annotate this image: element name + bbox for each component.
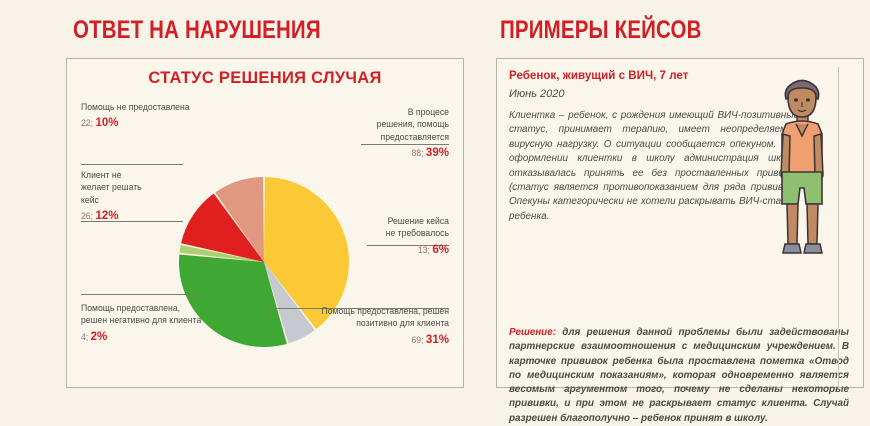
chart-label-value: 4; 2% [81,330,258,343]
chart-label-text: Помощь предоставлена, решен негативно для… [81,303,202,326]
chart-label-count: 4; [81,331,89,342]
chart-label-text: В процесе решения, помощь предоставляется [376,107,449,142]
leader-line-positive [263,308,449,309]
chart-label-client-unwilling: Клиент не желает решать кейс 26; 12% [81,169,202,223]
chart-label-count: 88; [411,148,424,159]
leader-line-help-not-provided [81,164,183,165]
child-illustration-icon [780,79,824,254]
chart-label-value: 69; 31% [272,333,449,346]
chart-label-text: Решение кейса не требовалось [385,216,449,239]
leader-line-not-required [367,245,449,246]
pie-slice [215,177,264,262]
chart-label-value: 26; 12% [81,209,202,222]
chart-label-value: 13; 6% [337,243,449,256]
page-title-left: ОТВЕТ НА НАРУШЕНИЯ [73,16,321,44]
page-title-right: ПРИМЕРЫ КЕЙСОВ [500,16,702,44]
chart-title: СТАТУС РЕШЕНИЯ СЛУЧАЯ [148,69,382,87]
panel-divider [838,67,839,389]
chart-label-percent: 39% [425,145,449,160]
leader-line-client-unwilling [81,221,183,222]
pie-slice [264,262,315,344]
chart-label-value: 22; 10% [81,116,258,129]
pie-chart [178,177,349,347]
infographic-page: ОТВЕТ НА НАРУШЕНИЯ ПРИМЕРЫ КЕЙСОВ СТАТУС… [66,16,864,424]
chart-label-count: 69; [411,334,424,345]
chart-label-percent: 6% [432,241,449,256]
chart-label-percent: 31% [425,331,449,346]
chart-label-in-process: В процесе решения, помощь предоставляется … [337,106,449,160]
case-panel: Ребенок, живущий с ВИЧ, 7 лет Июнь 2020 … [496,58,864,424]
chart-label-negative-outcome: Помощь предоставлена, решен негативно для… [81,302,258,343]
chart-label-text: Помощь предоставлена, решен позитивно для… [321,306,449,329]
pie-slice [178,254,287,347]
chart-label-percent: 12% [95,208,119,223]
leader-line-in-process [361,144,449,145]
chart-label-positive-outcome: Помощь предоставлена, решен позитивно для… [272,305,449,346]
chart-panel: СТАТУС РЕШЕНИЯ СЛУЧАЯ Помощь не предоста… [66,58,464,388]
pie-slice [181,193,264,262]
chart-label-count: 26; [81,211,94,222]
case-solution-text: для решения данной проблемы были задейст… [509,327,849,424]
chart-label-value: 88; 39% [337,146,449,159]
chart-label-count: 22; [81,118,94,129]
chart-label-text: Клиент не желает решать кейс [81,170,142,205]
case-solution-label: Решение: [509,327,556,338]
chart-label-count: 13; [417,244,430,255]
case-date: Июнь 2020 [509,88,565,100]
case-solution: Решение: для решения данной проблемы был… [509,326,849,426]
chart-label-text: Помощь не предоставлена [81,102,190,112]
chart-label-not-required: Решение кейса не требовалось 13; 6% [337,215,449,256]
chart-label-help-not-provided: Помощь не предоставлена 22; 10% [81,101,258,130]
case-description: Клиентка – ребенок, с рождения имеющий В… [509,110,799,222]
chart-label-percent: 10% [95,115,119,130]
leader-line-negative [81,294,203,295]
chart-label-percent: 2% [90,328,108,343]
pie-slice [264,177,349,330]
pie-slice [179,244,264,262]
case-title: Ребенок, живущий с ВИЧ, 7 лет [509,69,689,82]
